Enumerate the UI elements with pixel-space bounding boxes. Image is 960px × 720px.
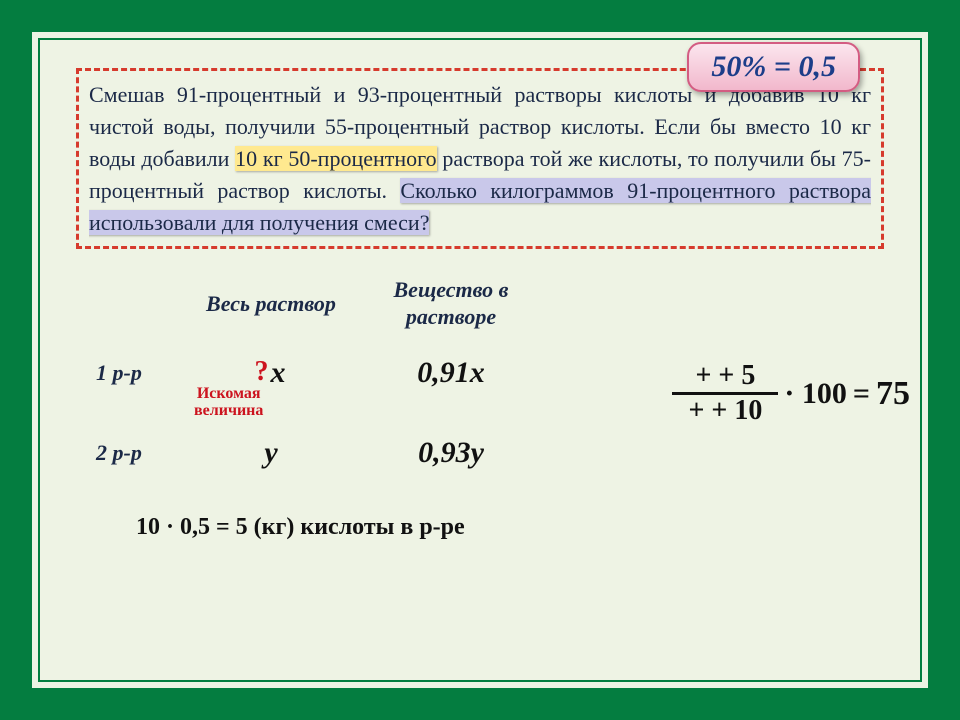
col-all-header: Весь раствор: [186, 291, 356, 317]
x-value: х: [271, 356, 286, 389]
equals-sign: =: [853, 377, 870, 411]
row2-all: у: [186, 436, 356, 470]
problem-box: Смешав 91-процентный и 93-процентный рас…: [76, 68, 884, 249]
row2-label: 2 р-р: [96, 440, 186, 466]
fraction-den: + + 10: [672, 395, 778, 427]
inner-frame: 50% = 0,5 Смешав 91-процентный и 93-проц…: [38, 38, 922, 682]
iskom-line1: Искомая: [197, 385, 261, 402]
percent-badge: 50% = 0,5: [687, 42, 860, 92]
outer-frame: 50% = 0,5 Смешав 91-процентный и 93-проц…: [0, 0, 960, 720]
bottom-calc: 10 · 0,5 = 5 (кг) кислоты в р-ре: [136, 514, 884, 541]
question-mark: ?: [255, 356, 269, 387]
col-sub-header: Вещество в растворе: [356, 277, 546, 330]
rhs-75: 75: [876, 375, 910, 413]
problem-text: Смешав 91-процентный и 93-процентный рас…: [89, 79, 871, 238]
iskom-label: Искомая величина: [194, 386, 263, 420]
equation: + + 5 + + 10 · 100 = 75: [672, 360, 910, 427]
times-100: · 100: [784, 377, 847, 411]
row1-sub: 0,91х: [356, 356, 546, 390]
highlight-yellow: 10 кг 50-процентного: [235, 146, 436, 171]
fraction: + + 5 + + 10: [672, 360, 778, 427]
iskom-line2: величина: [194, 402, 263, 419]
row2-sub: 0,93у: [356, 436, 546, 470]
table-row-2: 2 р-р у 0,93у: [96, 436, 884, 470]
fraction-num: + + 5: [679, 360, 771, 392]
table-head-row: Весь раствор Вещество в растворе: [96, 277, 884, 330]
slide-content: 50% = 0,5 Смешав 91-процентный и 93-проц…: [40, 40, 920, 680]
row1-label: 1 р-р: [96, 360, 186, 386]
